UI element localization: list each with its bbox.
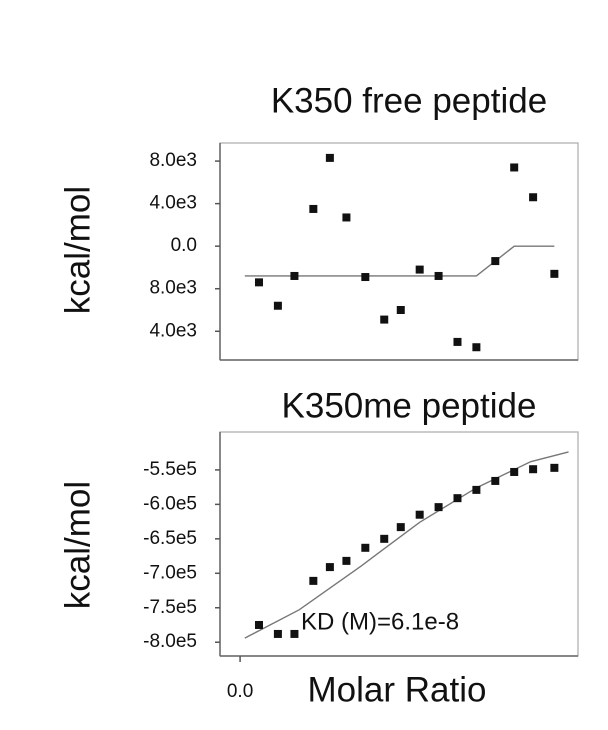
data-point [396, 306, 405, 315]
chart-title: K350me peptide [282, 386, 537, 425]
chart-title: K350 free peptide [271, 81, 547, 120]
data-point [415, 510, 424, 519]
y-tick-label: -6.5e5 [143, 528, 197, 549]
y-tick-label: 0.0 [171, 235, 197, 256]
data-point [325, 153, 334, 162]
data-point [472, 485, 481, 494]
data-point [380, 315, 389, 324]
data-point [434, 271, 443, 280]
data-point [491, 257, 500, 266]
y-tick-label: -7.0e5 [143, 562, 197, 583]
data-point [396, 523, 405, 532]
data-point [309, 576, 318, 585]
y-tick-label: -6.0e5 [143, 493, 197, 514]
data-point [309, 204, 318, 213]
data-point [510, 467, 519, 476]
data-point [254, 620, 263, 629]
data-point [361, 273, 370, 282]
y-axis-label: kcal/mol [58, 186, 97, 314]
data-point [434, 503, 443, 512]
y-tick-label: 8.0e3 [149, 278, 197, 299]
data-point [273, 629, 282, 638]
data-point [529, 465, 538, 474]
y-tick-label: -5.5e5 [143, 459, 197, 480]
data-point [361, 543, 370, 552]
y-tick-label: -8.0e5 [143, 631, 197, 652]
data-point [472, 343, 481, 352]
data-point [510, 163, 519, 172]
data-point [273, 301, 282, 310]
data-point [550, 269, 559, 278]
y-tick-label: -7.5e5 [143, 597, 197, 618]
annotation: KD (M)=6.1e-8 [301, 608, 459, 635]
y-tick-label: 8.0e3 [149, 150, 197, 171]
data-point [380, 534, 389, 543]
plot-frame [219, 142, 579, 361]
y-tick-label: 4.0e3 [149, 193, 197, 214]
data-point [415, 265, 424, 274]
data-point [453, 494, 462, 503]
x-axis-label: Molar Ratio [308, 670, 487, 709]
data-point [290, 629, 299, 638]
data-point [491, 476, 500, 485]
data-point [254, 278, 263, 287]
y-axis-label: kcal/mol [58, 481, 97, 609]
y-tick-label: 4.0e3 [149, 320, 197, 341]
data-point [529, 193, 538, 202]
x-tick-label: 0.0 [227, 681, 253, 702]
data-point [342, 213, 351, 222]
data-point [550, 463, 559, 472]
data-point [453, 337, 462, 346]
data-point [290, 271, 299, 280]
data-point [342, 556, 351, 565]
fit-line [244, 451, 569, 639]
data-point [325, 563, 334, 572]
fit-line [244, 245, 555, 277]
